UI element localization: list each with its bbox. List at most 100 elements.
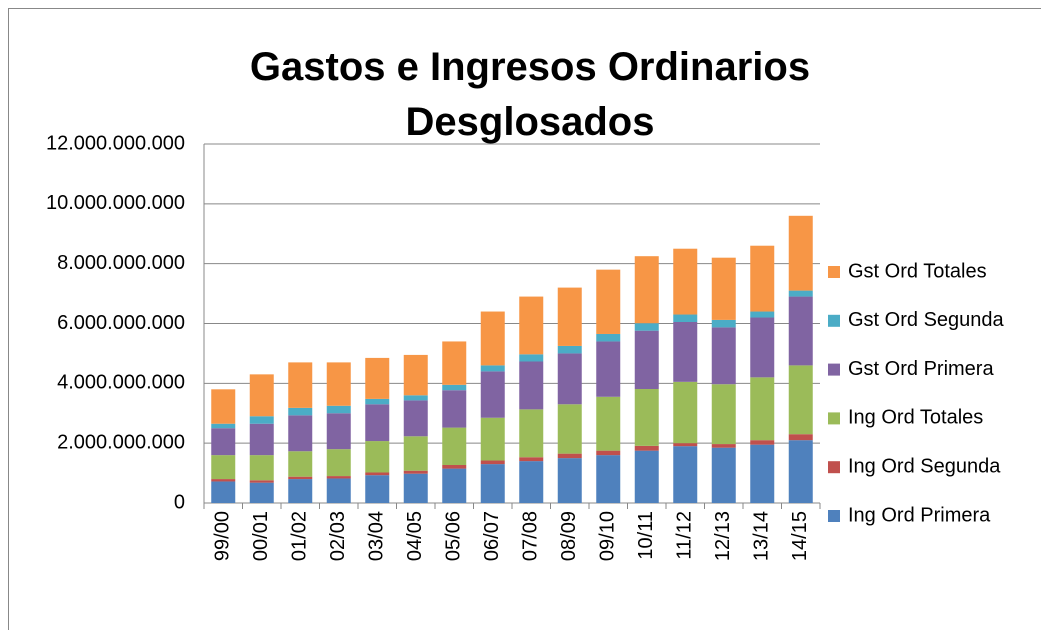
y-tick-label: 8.000.000.000 [57,252,185,274]
bar-segment [365,475,390,503]
bar-segment [519,296,544,355]
bar-segment [403,395,428,401]
y-tick-label: 4.000.000.000 [57,372,185,394]
x-tick-label: 04/05 [404,511,426,561]
y-tick-label: 12.000.000.000 [46,132,185,154]
bar-segment [788,434,813,441]
bar-segment [480,417,505,461]
bar-segment [288,407,313,416]
x-tick-label: 07/08 [520,511,542,561]
bar-segment [288,415,313,452]
bar-segment [249,480,274,483]
bar-segment [750,317,775,378]
bar-segment [403,470,428,474]
bar-segment [211,481,236,503]
bar-segment [634,445,659,451]
bar-segment [673,248,698,315]
x-tick-label: 00/01 [250,511,272,561]
legend-label: Ing Ord Segunda [848,455,1001,477]
x-tick-label: 01/02 [289,511,311,561]
bar-segment [788,215,813,291]
bar-segment [211,455,236,480]
bar-segment [557,458,582,503]
bar-segment [788,365,813,435]
bar-segment [673,314,698,323]
bar-segment [750,377,775,441]
bar-segment [519,461,544,503]
bar-segment [249,374,274,417]
bar-segment [403,436,428,471]
y-tick-label: 0 [174,491,185,513]
bar-segment [711,319,736,328]
x-tick-label: 10/11 [635,511,657,560]
x-tick-label: 06/07 [481,511,503,561]
x-tick-label: 13/14 [751,511,773,561]
y-tick-label: 2.000.000.000 [57,431,185,453]
bar-segment [249,482,274,503]
bar-segment [750,311,775,318]
bar-segment [634,450,659,503]
bar-segment [519,361,544,410]
bar-segment [596,333,621,342]
legend-label: Ing Ord Totales [848,407,983,429]
bar-segment [442,468,467,503]
bar-segment [557,345,582,354]
bar-segment [326,413,351,450]
legend-swatch [828,314,840,327]
legend-label: Gst Ord Primera [848,358,994,380]
x-tick-label: 02/03 [327,511,349,561]
bar-segment [673,446,698,503]
bar-segment [557,287,582,346]
x-tick-label: 12/13 [712,511,734,561]
bar-segment [249,423,274,456]
bar-segment [519,354,544,362]
bar-segment [365,441,390,473]
bar-segment [711,257,736,320]
legend-swatch [828,461,840,474]
bar-segment [365,404,390,442]
x-tick-label: 11/12 [674,511,696,560]
x-tick-label: 08/09 [558,511,580,561]
bar-segment [288,476,313,480]
bar-segment [788,290,813,297]
bar-segment [557,353,582,405]
bar-segment [211,389,236,424]
legend-swatch [828,266,840,278]
bar-segment [326,449,351,477]
bar-segment [519,409,544,458]
bar-segment [788,296,813,366]
bar-segment [211,423,236,429]
chart-title: Gastos e Ingresos Ordinarios Desglosados [249,45,811,144]
bar-segment [403,354,428,396]
y-tick-label: 10.000.000.000 [46,192,185,214]
legend-swatch [828,510,840,522]
bar-segment [634,389,659,446]
bar-segment [288,479,313,503]
bar-segment [442,384,467,391]
bar-segment [596,455,621,503]
bar-segment [326,478,351,503]
bar-segment [249,416,274,424]
bar-segment [211,479,236,482]
bar-segment [403,473,428,503]
bar-segment [711,327,736,385]
bar-segment [480,464,505,503]
legend-swatch [828,412,840,425]
bar-segment [596,269,621,334]
chart-frame [8,8,1041,630]
bar-segment [365,472,390,476]
bar-segment [326,362,351,406]
bar-segment [634,323,659,331]
bar-segment [673,322,698,382]
bar-segment [596,450,621,456]
y-tick-label: 6.000.000.000 [57,312,185,334]
bar-segment [211,428,236,456]
x-tick-label: 05/06 [443,511,465,561]
bar-segment [634,256,659,324]
bar-segment [596,396,621,451]
x-tick-label: 09/10 [597,511,619,561]
bar-segment [288,362,313,408]
bar-segment [711,447,736,503]
